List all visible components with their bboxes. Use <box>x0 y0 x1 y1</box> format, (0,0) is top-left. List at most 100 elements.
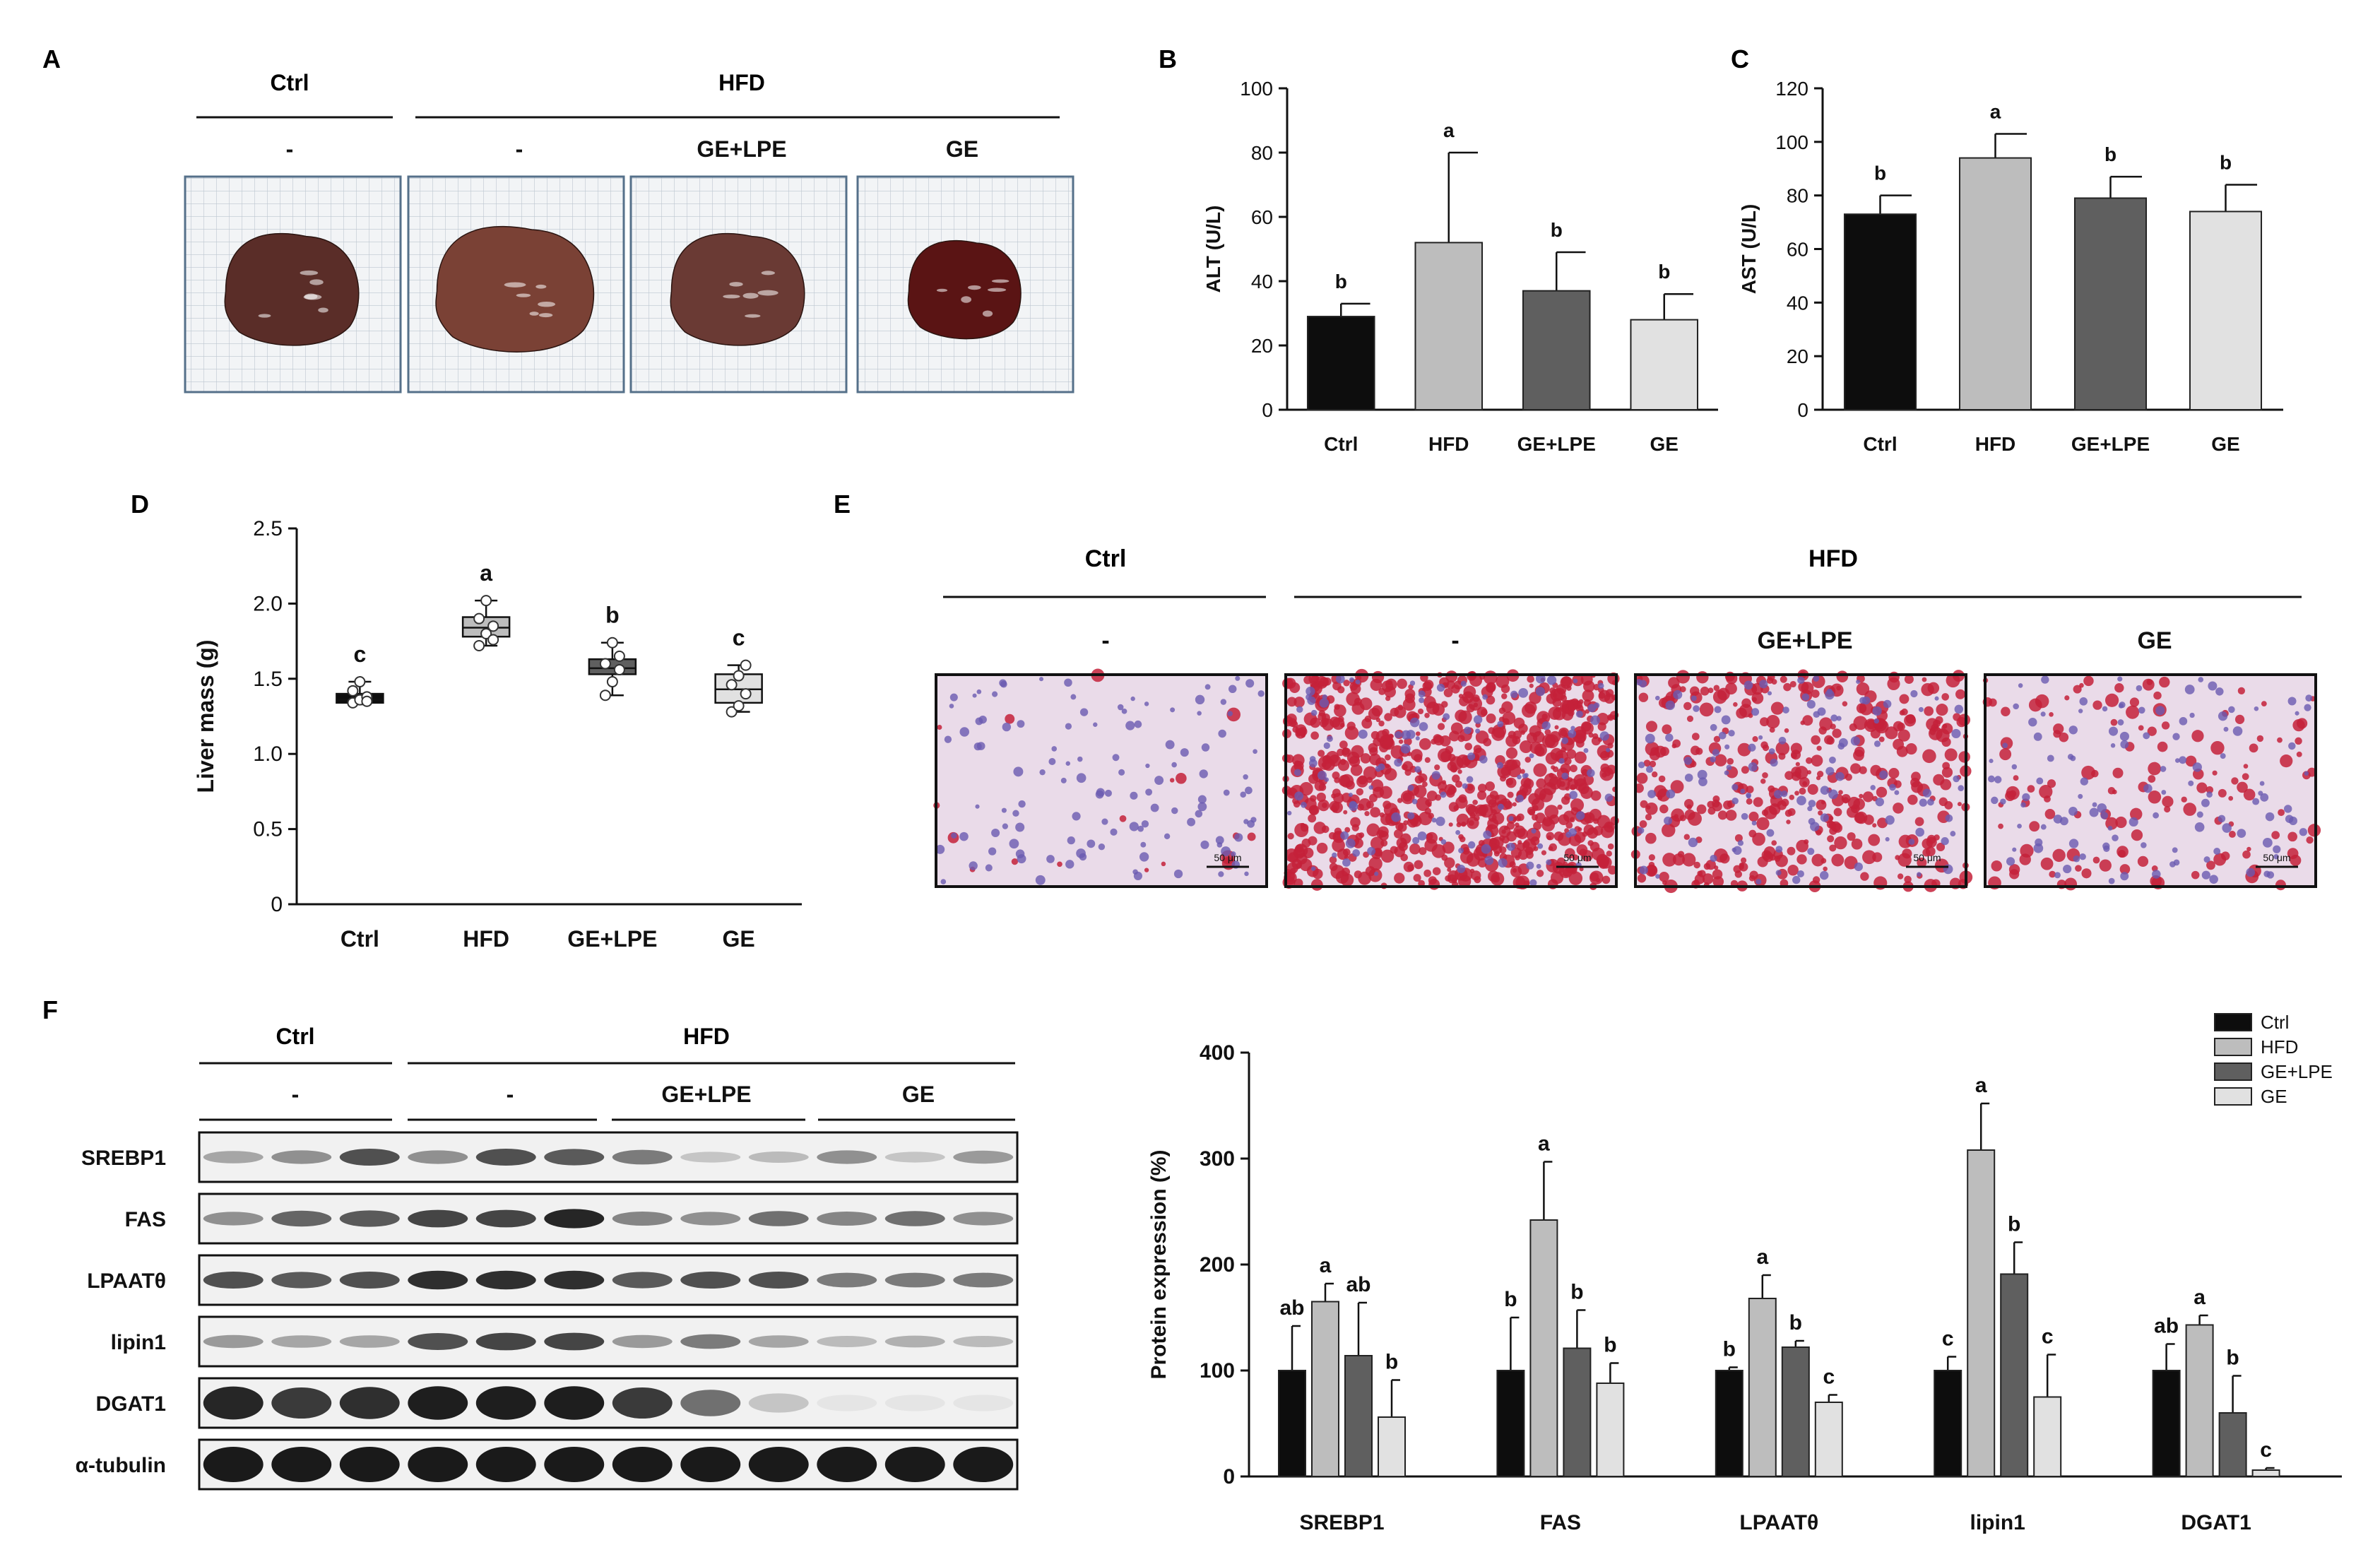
lipid-droplet <box>1849 723 1857 731</box>
nucleus <box>1048 758 1056 766</box>
liver-highlight <box>538 301 556 307</box>
lipid-droplet <box>1645 813 1652 821</box>
nucleus <box>1234 833 1243 842</box>
nucleus <box>1724 770 1729 776</box>
lipid-droplet <box>2191 730 2204 742</box>
lipid-droplet <box>2029 821 2040 832</box>
nucleus <box>1510 690 1518 699</box>
significance-letter: ab <box>1279 1296 1304 1320</box>
nucleus <box>1204 684 1211 690</box>
nucleus <box>1775 870 1782 876</box>
lipid-droplet <box>1501 693 1508 699</box>
significance-letter: a <box>1756 1245 1768 1269</box>
legend-swatch <box>2214 1062 2252 1081</box>
lipid-droplet <box>1811 689 1820 698</box>
lipid-droplet <box>1349 682 1358 691</box>
lipid-droplet <box>1896 745 1908 757</box>
nucleus <box>1684 774 1693 782</box>
bar <box>1414 242 1484 410</box>
lipid-droplet <box>1638 692 1649 702</box>
lipid-droplet <box>1587 827 1599 839</box>
blot-band <box>680 1390 741 1416</box>
x-tick-label: Ctrl <box>341 926 379 952</box>
lipid-droplet <box>2181 796 2187 803</box>
lipid-droplet <box>1458 834 1464 840</box>
lipid-droplet <box>1310 795 1317 802</box>
x-tick-label: SREBP1 <box>1299 1511 1384 1534</box>
nucleus <box>985 864 993 872</box>
lipid-droplet <box>2159 676 2170 688</box>
nucleus <box>1770 758 1778 767</box>
nucleus <box>1873 740 1881 747</box>
lipid-droplet <box>1589 841 1600 852</box>
lipid-droplet <box>1343 810 1348 815</box>
blot-band <box>408 1333 468 1350</box>
lipid-droplet <box>1308 674 1319 685</box>
blot-band <box>408 1209 468 1228</box>
lipid-droplet <box>1299 782 1313 796</box>
lipid-droplet <box>1432 703 1445 716</box>
nucleus <box>1710 854 1717 863</box>
nucleus <box>2041 675 2049 684</box>
lipid-droplet <box>1393 829 1403 839</box>
lipid-droplet <box>2183 803 2197 816</box>
lipid-droplet <box>1395 822 1404 831</box>
lipid-droplet <box>1407 864 1414 872</box>
nucleus <box>1875 798 1884 807</box>
nucleus <box>1647 790 1656 798</box>
lipid-droplet <box>1878 736 1885 742</box>
lipid-droplet <box>1795 762 1800 766</box>
significance-letter: b <box>1504 1288 1517 1311</box>
nucleus <box>1497 721 1504 728</box>
nucleus <box>1409 680 1416 686</box>
nucleus <box>2201 798 2210 807</box>
lipid-droplet <box>1907 794 1918 805</box>
significance-letter: c <box>2260 1438 2272 1462</box>
blot-band <box>475 1209 536 1228</box>
nucleus <box>1012 810 1019 817</box>
lipid-droplet <box>1573 729 1587 744</box>
lipid-droplet <box>1689 686 1700 697</box>
nucleus <box>1065 723 1072 730</box>
x-tick-label: lipin1 <box>1970 1511 2025 1534</box>
lipid-droplet <box>1802 715 1813 726</box>
data-point <box>613 650 625 662</box>
lipid-droplet <box>1468 819 1474 827</box>
lipid-droplet <box>1946 673 1960 688</box>
lipid-droplet <box>1651 771 1658 778</box>
lipid-droplet <box>1589 872 1599 882</box>
lipid-droplet <box>1762 772 1768 778</box>
lipid-droplet <box>2277 737 2283 743</box>
lipid-droplet <box>1712 795 1720 803</box>
nucleus <box>2028 718 2037 727</box>
lipid-droplet <box>1447 868 1452 872</box>
nucleus <box>988 847 997 856</box>
nucleus <box>2295 711 2299 716</box>
lipid-droplet <box>1527 675 1534 683</box>
lipid-droplet <box>1378 720 1385 727</box>
nucleus <box>1531 828 1537 834</box>
x-tick-label: GE+LPE <box>1517 433 1596 455</box>
bar <box>1934 1370 1962 1477</box>
nucleus <box>1436 683 1445 692</box>
lipid-droplet <box>1741 698 1751 709</box>
blot-band <box>475 1386 536 1420</box>
blot-band <box>884 1335 945 1348</box>
lipid-droplet <box>2138 725 2144 731</box>
lipid-droplet <box>1800 720 1805 726</box>
x-tick-label: GE+LPE <box>567 926 657 952</box>
nucleus <box>2161 790 2167 795</box>
lipid-droplet <box>1787 846 1796 856</box>
lipid-droplet <box>1356 803 1365 811</box>
nucleus <box>2070 755 2076 762</box>
liver-highlight <box>961 296 972 303</box>
lipid-droplet <box>1856 682 1870 696</box>
nucleus <box>1721 715 1731 725</box>
nucleus <box>1945 814 1953 822</box>
liver-highlight <box>529 312 539 316</box>
lipid-droplet <box>1518 723 1528 733</box>
blot-band <box>544 1209 605 1229</box>
nucleus <box>1231 851 1236 857</box>
lipid-droplet <box>1485 781 1495 791</box>
nucleus <box>2172 733 2180 740</box>
